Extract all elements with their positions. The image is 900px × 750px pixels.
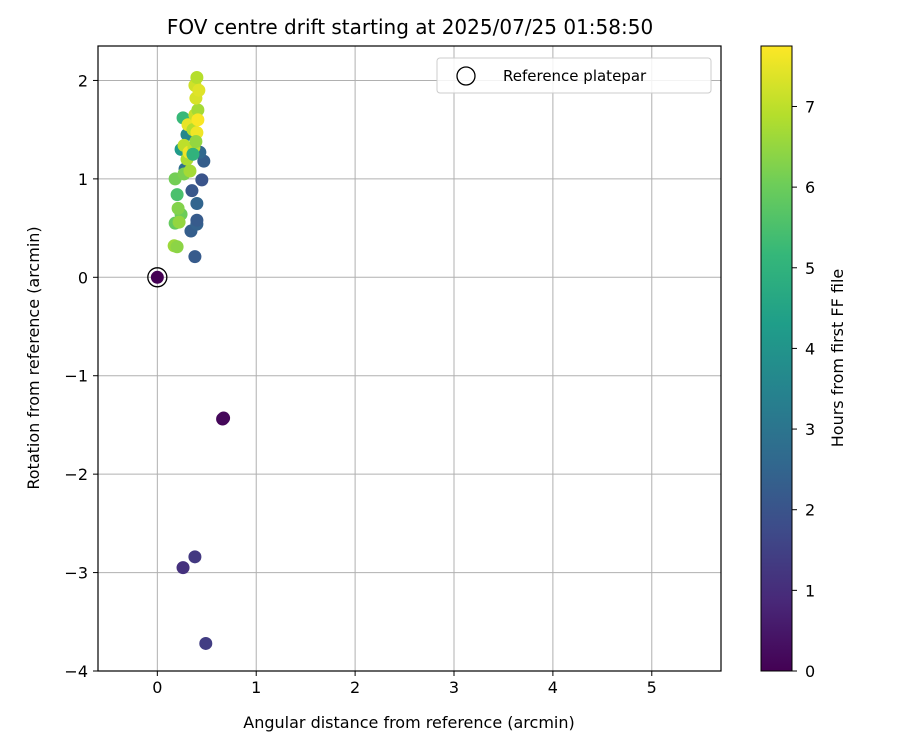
chart-title: FOV centre drift starting at 2025/07/25 … [167, 15, 653, 39]
data-point [172, 215, 186, 229]
y-tick-label: −1 [64, 367, 88, 386]
colorbar-tick-label: 6 [805, 178, 815, 197]
colorbar-label: Hours from first FF file [828, 269, 847, 448]
data-point [170, 188, 184, 202]
data-point [195, 173, 209, 187]
legend-marker-icon [456, 66, 476, 86]
data-point [171, 201, 185, 215]
data-point [176, 561, 190, 575]
reference-marker [147, 267, 168, 288]
x-tick-label: 5 [647, 678, 657, 697]
data-points [147, 70, 231, 650]
colorbar-tick-label: 5 [805, 259, 815, 278]
colorbar [760, 45, 793, 672]
data-point [190, 70, 204, 84]
y-axis-ticks: −4 −3 −2 −1 0 1 2 [64, 71, 98, 681]
legend-label: Reference platepar [503, 67, 647, 85]
x-axis-ticks: 0 1 2 3 4 5 [152, 671, 657, 697]
colorbar-tick-label: 0 [805, 662, 815, 681]
data-point [185, 184, 199, 198]
data-point [170, 240, 184, 254]
y-tick-label: −4 [64, 662, 88, 681]
colorbar-ticks: 0 1 2 3 4 5 6 7 [792, 97, 815, 681]
x-tick-label: 3 [449, 678, 459, 697]
x-tick-label: 4 [548, 678, 558, 697]
data-point [183, 164, 197, 178]
colorbar-tick-label: 7 [805, 97, 815, 116]
data-point [188, 250, 202, 264]
x-tick-label: 1 [251, 678, 261, 697]
y-tick-label: 2 [78, 71, 88, 90]
data-point [191, 113, 205, 127]
y-tick-label: 0 [78, 268, 88, 287]
colorbar-tick-label: 4 [805, 339, 815, 358]
y-tick-label: −3 [64, 564, 88, 583]
y-axis-label: Rotation from reference (arcmin) [24, 226, 43, 489]
data-point [188, 550, 202, 564]
colorbar-tick-label: 3 [805, 420, 815, 439]
x-tick-label: 2 [350, 678, 360, 697]
data-point [150, 270, 164, 284]
colorbar-tick-label: 1 [805, 581, 815, 600]
data-point [190, 196, 204, 210]
y-tick-label: 1 [78, 170, 88, 189]
y-tick-label: −2 [64, 465, 88, 484]
data-point [190, 213, 204, 227]
data-point [199, 636, 213, 650]
plot-frame [97, 45, 722, 672]
data-point [189, 134, 203, 148]
x-tick-label: 0 [152, 678, 162, 697]
data-point [186, 147, 200, 161]
data-point [192, 83, 206, 97]
colorbar-tick-label: 2 [805, 501, 815, 520]
data-point [217, 411, 231, 425]
legend: Reference platepar [436, 57, 712, 94]
data-point [191, 103, 205, 117]
legend-box [436, 57, 712, 94]
x-axis-label: Angular distance from reference (arcmin) [243, 713, 574, 732]
